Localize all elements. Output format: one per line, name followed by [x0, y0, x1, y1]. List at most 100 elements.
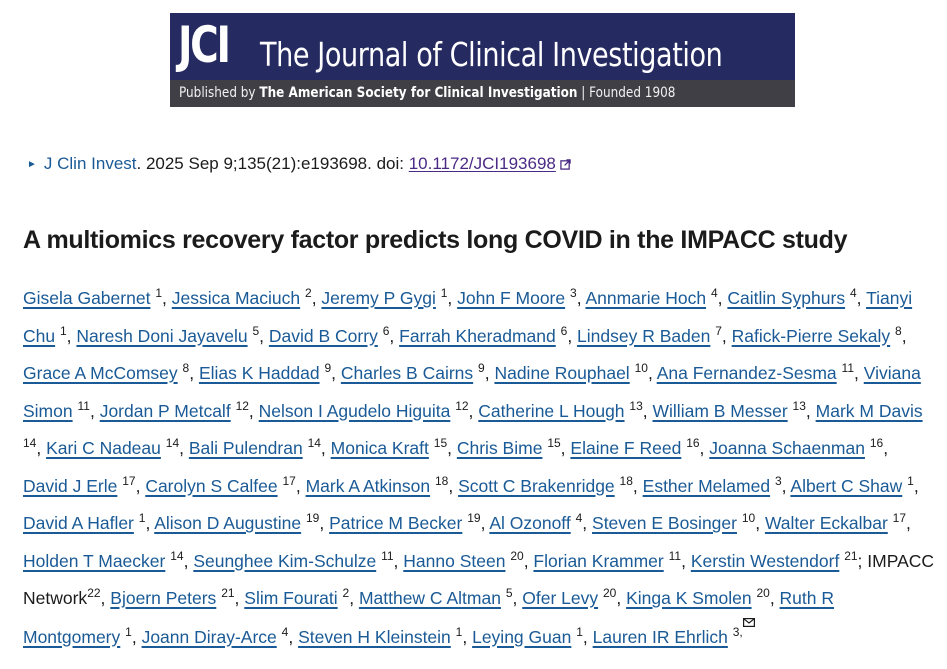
- author-separator: ,: [100, 588, 111, 608]
- author-link[interactable]: Charles B Cairns: [340, 363, 474, 383]
- affiliation-number: 2: [342, 586, 350, 600]
- affiliation-number: 14: [165, 436, 180, 450]
- author-link[interactable]: Chris Bime: [456, 438, 543, 458]
- author-link[interactable]: Nadine Rouphael: [494, 363, 630, 383]
- author-link[interactable]: Caitlin Syphurs: [727, 288, 846, 308]
- affiliation-number: 12: [235, 398, 249, 413]
- doi-link[interactable]: 10.1172/JCI193698: [408, 154, 556, 173]
- author-link[interactable]: Lindsey R Baden: [577, 325, 711, 346]
- affiliation-number: 1: [138, 511, 146, 525]
- author-link[interactable]: Elias K Haddad: [198, 363, 320, 383]
- affiliation-number: 6: [382, 323, 390, 338]
- author-separator: ,: [642, 400, 653, 421]
- author-separator: ,: [295, 475, 306, 496]
- journal-banner[interactable]: JCI The Journal of Clinical Investigatio…: [170, 13, 795, 107]
- author-link[interactable]: Bali Pulendran: [188, 438, 303, 458]
- triangle-right-icon[interactable]: ►: [27, 159, 37, 170]
- citation-line: ► J Clin Invest. 2025 Sep 9;135(21):e1936…: [27, 152, 571, 177]
- author-separator: ,: [447, 288, 458, 308]
- author-link[interactable]: Florian Krammer: [533, 550, 664, 571]
- author-separator: ,: [462, 626, 473, 647]
- affiliation-number: 14: [170, 548, 184, 563]
- author-link[interactable]: David B Corry: [268, 325, 378, 346]
- affiliation-number: 14: [23, 436, 37, 450]
- author-link[interactable]: Gisela Gabernet: [23, 288, 151, 308]
- affiliation-number: 8: [895, 323, 902, 338]
- envelope-icon[interactable]: [742, 617, 755, 627]
- author-separator: ,: [480, 513, 490, 533]
- affiliation-number: 15: [433, 436, 448, 450]
- author-link[interactable]: Ana Fernandez-Sesma: [656, 363, 837, 383]
- author-link[interactable]: Esther Melamed: [642, 475, 771, 496]
- author-link[interactable]: Ruth R Montgomery: [23, 588, 835, 647]
- affiliation-number: 5: [505, 586, 513, 600]
- author-link[interactable]: Jessica Maciuch: [171, 288, 301, 308]
- author-link[interactable]: Rafick-Pierre Sekaly: [731, 325, 891, 346]
- author-link[interactable]: Walter Eckalbar: [764, 513, 888, 533]
- author-link[interactable]: Nelson I Agudelo Higuita: [258, 400, 451, 421]
- affiliation-number: 3: [570, 286, 577, 300]
- author-link[interactable]: Steven H Kleinstein: [298, 626, 451, 647]
- author-separator: ,: [135, 475, 146, 496]
- author-separator: ,: [854, 363, 864, 383]
- author-separator: ,: [179, 438, 189, 458]
- external-link-icon[interactable]: [560, 159, 571, 170]
- author-link[interactable]: Jordan P Metcalf: [99, 400, 231, 421]
- author-separator: ,: [36, 438, 47, 458]
- author-link[interactable]: Albert C Shaw: [790, 475, 903, 496]
- author-link[interactable]: Ofer Levy: [522, 588, 599, 608]
- author-link[interactable]: Farrah Kheradmand: [399, 325, 556, 346]
- author-link[interactable]: Carolyn S Calfee: [145, 475, 278, 496]
- author-link[interactable]: Slim Fourati: [244, 588, 338, 608]
- affiliation-number: 11: [668, 548, 682, 563]
- author-link[interactable]: Bjoern Peters: [110, 588, 217, 608]
- author-link[interactable]: Kinga K Smolen: [626, 588, 752, 608]
- author-link[interactable]: Viviana Simon: [23, 363, 921, 421]
- author-separator: ,: [447, 438, 457, 458]
- author-link[interactable]: David J Erle: [23, 475, 118, 496]
- author-separator: ,: [393, 550, 404, 571]
- author-group: IMPACC Network: [23, 550, 935, 609]
- author-link[interactable]: Kerstin Westendorf: [690, 550, 840, 571]
- author-separator: ,: [319, 513, 330, 533]
- author-link[interactable]: Annmarie Hoch: [585, 288, 707, 308]
- author-link[interactable]: Patrice M Becker: [329, 513, 463, 533]
- author-link[interactable]: Monica Kraft: [330, 438, 429, 458]
- author-link[interactable]: Leying Guan: [472, 626, 572, 647]
- author-link[interactable]: Lauren IR Ehrlich: [592, 626, 728, 647]
- author-separator: ,: [699, 438, 710, 458]
- author-link[interactable]: Holden T Maecker: [23, 550, 166, 571]
- author-link[interactable]: Kari C Nadeau: [46, 438, 161, 458]
- journal-link[interactable]: J Clin Invest: [43, 154, 137, 173]
- author-link[interactable]: Tianyi Chu: [23, 288, 913, 346]
- author-link[interactable]: Elaine F Reed: [570, 438, 682, 458]
- author-separator: ,: [781, 475, 791, 496]
- author-link[interactable]: Joanna Schaenman: [709, 438, 865, 458]
- author-link[interactable]: David A Hafler: [23, 513, 134, 533]
- author-link[interactable]: Mark M Davis: [815, 400, 923, 421]
- author-link[interactable]: Seunghee Kim-Schulze: [193, 550, 377, 571]
- author-link[interactable]: Steven E Bosinger: [592, 513, 737, 533]
- author-link[interactable]: Naresh Doni Jayavelu: [76, 325, 248, 346]
- author-link[interactable]: John F Moore: [457, 288, 566, 308]
- author-link[interactable]: Mark A Atkinson: [305, 475, 431, 496]
- author-link[interactable]: Catherine L Hough: [478, 400, 625, 421]
- author-link[interactable]: Al Ozonoff: [489, 513, 571, 533]
- affiliation-number: 11: [841, 361, 855, 375]
- author-separator: ,: [66, 325, 77, 346]
- author-link[interactable]: Matthew C Altman: [358, 588, 501, 608]
- author-link[interactable]: Alison D Augustine: [154, 513, 302, 533]
- author-separator: ,: [468, 400, 479, 421]
- author-separator: ,: [582, 626, 593, 647]
- author-separator: ,: [906, 513, 911, 533]
- author-link[interactable]: Jeremy P Gygi: [321, 288, 436, 308]
- author-link[interactable]: Hanno Steen: [403, 550, 506, 571]
- affiliation-number: 4: [281, 624, 289, 639]
- author-link[interactable]: Scott C Brakenridge: [458, 475, 615, 496]
- author-link[interactable]: Grace A McComsey: [23, 363, 178, 383]
- author-link[interactable]: William B Messer: [652, 400, 788, 421]
- author-separator: ,: [883, 438, 889, 458]
- author-separator: ,: [576, 288, 586, 308]
- author-link[interactable]: Joann Diray-Arce: [141, 626, 277, 647]
- published-by-label: Published by: [179, 85, 256, 101]
